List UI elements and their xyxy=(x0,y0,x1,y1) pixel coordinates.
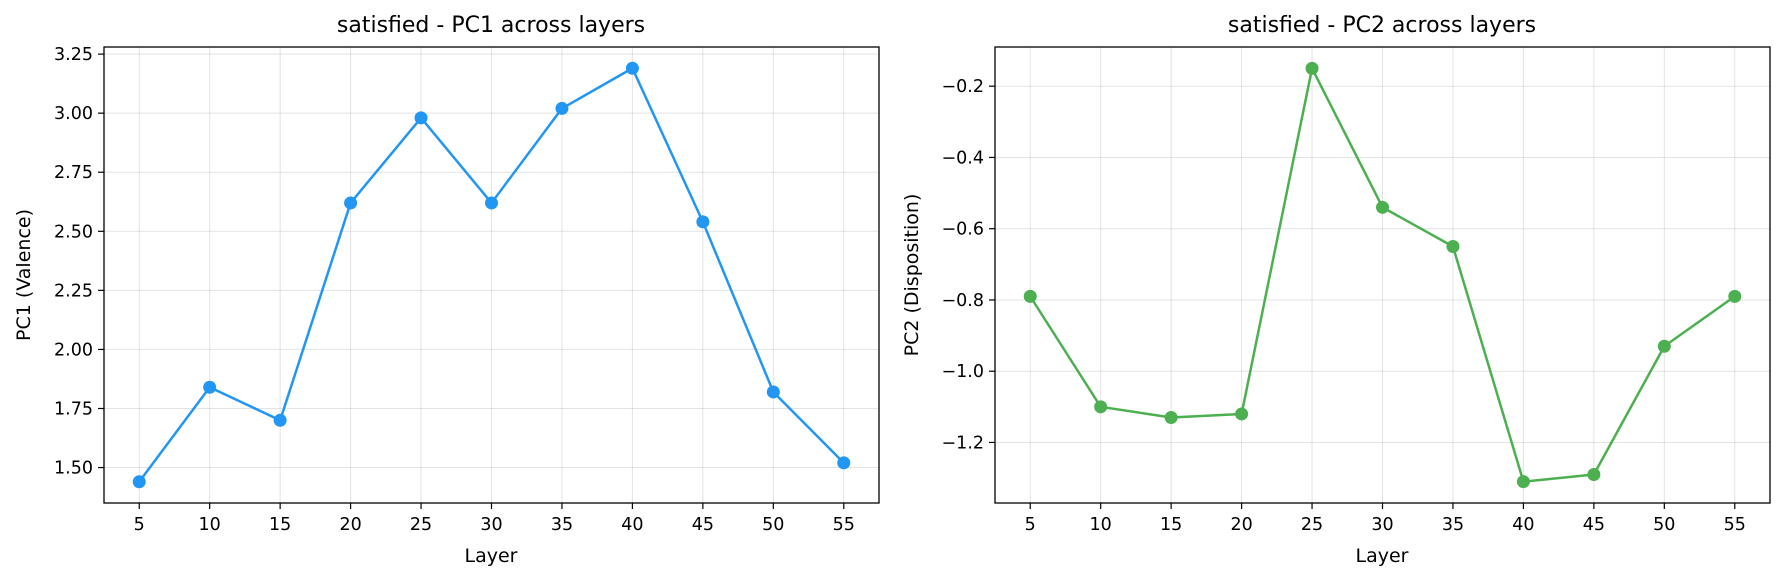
y-tick-label: −1.0 xyxy=(942,362,985,382)
y-axis-label: PC1 (Valence) xyxy=(13,209,35,341)
data-point xyxy=(344,196,358,210)
x-tick-label: 35 xyxy=(551,515,573,535)
x-tick-label: 25 xyxy=(1301,515,1323,535)
y-tick-label: 3.25 xyxy=(54,45,93,65)
x-tick-label: 20 xyxy=(339,515,361,535)
y-tick-label: 1.75 xyxy=(54,399,93,419)
data-point xyxy=(766,385,780,399)
data-point xyxy=(273,413,287,427)
x-tick-label: 40 xyxy=(621,515,643,535)
y-tick-label: 2.00 xyxy=(54,340,93,360)
data-point xyxy=(203,380,217,394)
series-layer xyxy=(132,61,851,489)
chart-title: satisfied - PC1 across layers xyxy=(337,13,645,38)
x-tick-label: 45 xyxy=(692,515,714,535)
y-tick-label: 2.25 xyxy=(54,281,93,301)
x-tick-label: 5 xyxy=(1025,515,1036,535)
data-point xyxy=(1094,400,1108,414)
data-point xyxy=(1446,240,1460,253)
data-point xyxy=(1587,468,1601,481)
y-axis-label: PC2 (Disposition) xyxy=(901,194,923,357)
x-tick-label: 5 xyxy=(134,515,145,535)
y-tick-label: −0.6 xyxy=(942,220,985,240)
x-tick-label: 55 xyxy=(833,515,855,535)
chart-pc1-panel: satisfied - PC1 across layers 5 10 15 20 25 3… xyxy=(13,13,880,567)
y-tick-label: −0.8 xyxy=(942,291,985,311)
x-tick-label: 10 xyxy=(199,515,221,535)
x-tick-label: 45 xyxy=(1583,515,1605,535)
x-tick-label: 15 xyxy=(269,515,291,535)
data-point xyxy=(132,475,146,489)
data-point xyxy=(1376,200,1389,214)
y-tick-label: 2.75 xyxy=(54,163,93,183)
y-tick-label: 2.50 xyxy=(54,222,93,242)
chart-pc2-panel: satisfied - PC2 across layers 5 10 15 20 25 3… xyxy=(901,13,1771,567)
y-ticks: 1.50 1.75 2.00 2.25 2.50 2.75 3.00 3.25 xyxy=(54,45,104,479)
x-tick-label: 30 xyxy=(480,515,502,535)
y-tick-label: −0.2 xyxy=(942,77,985,97)
data-point xyxy=(625,61,639,75)
x-tick-label: 30 xyxy=(1371,515,1393,535)
y-tick-label: 1.50 xyxy=(54,459,93,479)
y-tick-label: −1.2 xyxy=(942,433,985,453)
x-tick-label: 20 xyxy=(1230,515,1252,535)
x-tick-label: 50 xyxy=(762,515,784,535)
x-tick-label: 50 xyxy=(1653,515,1675,535)
x-tick-label: 35 xyxy=(1442,515,1464,535)
x-tick-label: 25 xyxy=(410,515,432,535)
y-tick-label: −0.4 xyxy=(942,148,985,168)
x-tick-label: 15 xyxy=(1160,515,1182,535)
x-axis-label: Layer xyxy=(465,545,518,567)
series-layer xyxy=(1023,61,1742,489)
y-tick-label: 3.00 xyxy=(54,104,93,124)
x-tick-label: 10 xyxy=(1090,515,1112,535)
data-point xyxy=(1235,407,1249,421)
data-point xyxy=(696,215,710,229)
x-ticks: 5 10 15 20 25 30 35 40 45 50 55 xyxy=(134,503,855,535)
y-ticks: −1.2 −1.0 −0.8 −0.6 −0.4 −0.2 xyxy=(942,77,995,453)
data-point xyxy=(414,111,428,125)
data-point xyxy=(1728,289,1742,303)
x-ticks: 5 10 15 20 25 30 35 40 45 50 55 xyxy=(1025,503,1746,535)
x-tick-label: 55 xyxy=(1724,515,1746,535)
chart-title: satisfied - PC2 across layers xyxy=(1228,13,1536,38)
x-axis-label: Layer xyxy=(1356,545,1409,567)
grid xyxy=(995,47,1770,503)
data-point xyxy=(1516,475,1530,489)
data-point xyxy=(1305,61,1319,75)
data-point xyxy=(555,101,569,115)
data-point xyxy=(837,456,851,470)
data-point xyxy=(1657,339,1671,353)
data-point xyxy=(1023,289,1037,303)
data-point xyxy=(1164,411,1178,424)
x-tick-label: 40 xyxy=(1512,515,1534,535)
data-point xyxy=(485,196,498,210)
